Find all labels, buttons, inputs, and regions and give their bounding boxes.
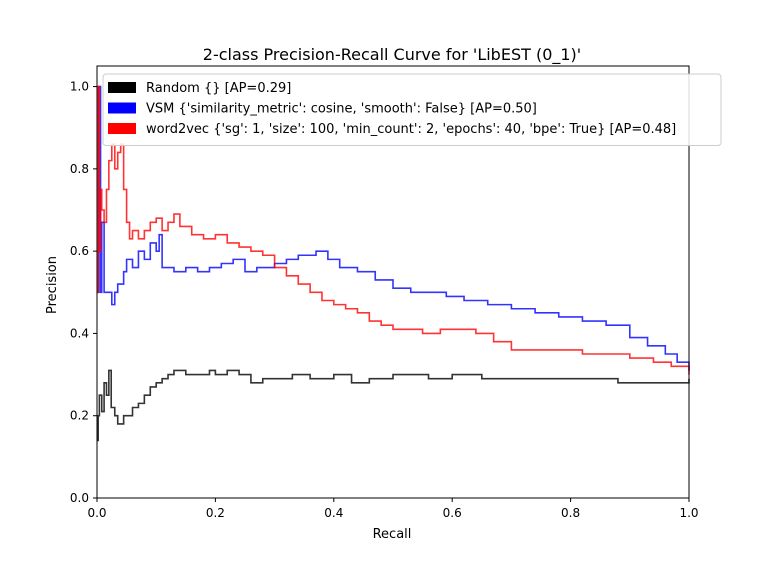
legend-swatch-2 — [108, 123, 136, 134]
chart-title: 2-class Precision-Recall Curve for 'LibE… — [203, 45, 581, 65]
series-line-0 — [97, 369, 690, 442]
legend-swatch-1 — [108, 102, 136, 114]
series-line-1 — [97, 85, 690, 371]
y-tick-label: 0.6 — [70, 244, 89, 258]
x-axis-label: Recall — [373, 527, 412, 542]
series-layer — [97, 85, 690, 442]
y-tick-label: 0.8 — [70, 162, 89, 176]
x-tick-label: 1.0 — [679, 506, 698, 520]
x-tick-label: 0.2 — [206, 506, 225, 520]
y-tick-label: 0.4 — [70, 326, 89, 340]
legend: Random {} [AP=0.29] VSM {'similarity_metr… — [102, 73, 722, 146]
legend-swatch-0 — [108, 82, 136, 93]
series-line-2 — [97, 85, 690, 375]
x-tick-label: 0.6 — [443, 506, 462, 520]
plot-frame — [96, 65, 690, 499]
legend-label-1: VSM {'similarity_metric': cosine, 'smoot… — [146, 102, 537, 117]
legend-box — [102, 73, 722, 146]
y-tick-label: 0.2 — [70, 409, 89, 423]
legend-label-0: Random {} [AP=0.29] — [146, 81, 291, 96]
legend-label-2: word2vec {'sg': 1, 'size': 100, 'min_cou… — [146, 122, 676, 137]
axes-layer: 0.0 0.2 0.4 0.6 0.8 1.0 0.0 0.2 0.4 0.6 0.8 1.0 — [70, 65, 699, 520]
y-tick-label: 0.0 — [70, 491, 89, 505]
y-axis-label: Precision — [45, 256, 60, 314]
x-tick-label: 0.0 — [87, 506, 106, 520]
y-tick-label: 1.0 — [70, 80, 89, 94]
x-tick-label: 0.4 — [324, 506, 343, 520]
x-tick-label: 0.8 — [561, 506, 580, 520]
